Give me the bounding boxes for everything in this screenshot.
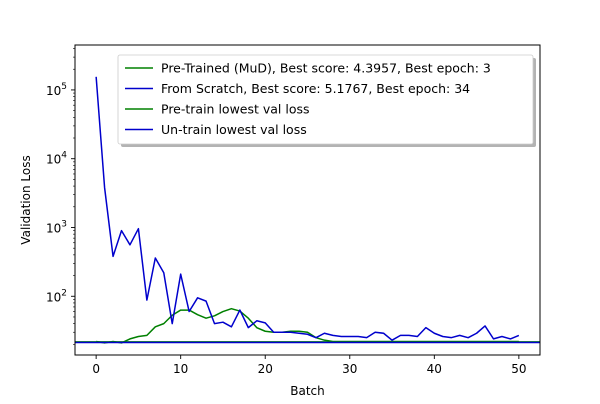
y-axis-label: Validation Loss: [19, 155, 33, 244]
legend-box: [117, 54, 534, 145]
y-tick-label: 103: [46, 219, 67, 235]
x-axis-label: Batch: [290, 384, 325, 398]
legend-entry: Un-train lowest val loss: [125, 122, 307, 137]
legend-entry: From Scratch, Best score: 5.1767, Best e…: [125, 81, 470, 96]
series-line-pre-trained-mud-best-score-4-3957-best-e: [96, 307, 519, 344]
series-line-from-scratch-best-score-5-1767-best-epoc: [95, 76, 520, 341]
legend-entry: Pre-Trained (MuD), Best score: 4.3957, B…: [125, 61, 491, 76]
y-tick-label: 104: [46, 151, 67, 167]
y-tick-label: 102: [46, 288, 67, 304]
x-tick-label: 30: [342, 362, 357, 376]
legend-label: Pre-train lowest val loss: [161, 102, 310, 117]
x-tick-label: 40: [427, 362, 442, 376]
x-axis-ticks: 0 10 20 30 40 50: [92, 355, 527, 376]
x-tick-label: 0: [92, 362, 100, 376]
legend-label: From Scratch, Best score: 5.1767, Best e…: [161, 81, 470, 96]
legend-entry: Pre-train lowest val loss: [125, 102, 310, 117]
legend-label: Un-train lowest val loss: [161, 122, 307, 137]
y-tick-label: 105: [46, 82, 67, 98]
x-tick-label: 50: [511, 362, 526, 376]
legend: Pre-Trained (MuD), Best score: 4.3957, B…: [117, 54, 536, 147]
legend-label: Pre-Trained (MuD), Best score: 4.3957, B…: [161, 61, 491, 76]
axes-frame: [74, 44, 541, 356]
x-tick-label: 20: [258, 362, 273, 376]
y-axis-ticks: 102 103 104 105: [46, 48, 75, 345]
x-tick-label: 10: [173, 362, 188, 376]
series-layer: [75, 76, 540, 344]
plot-area: [75, 76, 540, 344]
